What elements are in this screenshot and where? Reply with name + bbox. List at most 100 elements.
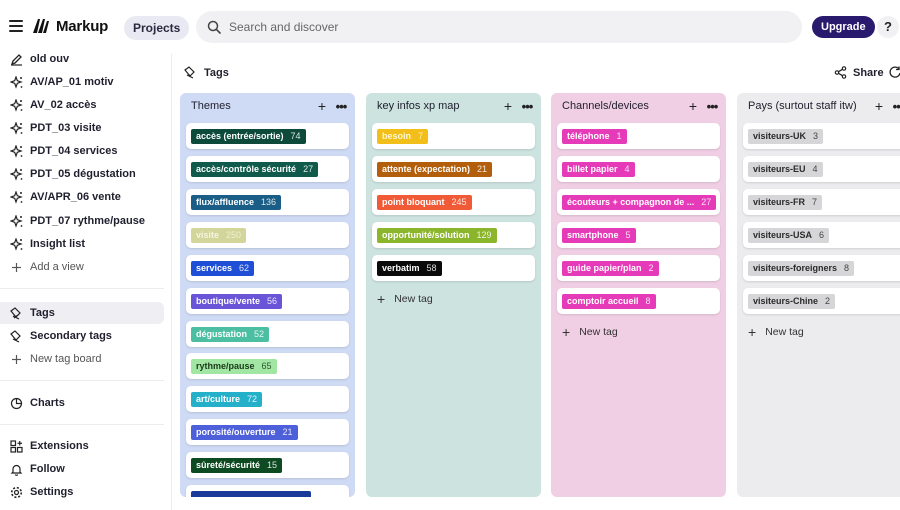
tag-chip: rythme/pause 65 (191, 358, 277, 374)
search-input[interactable] (229, 20, 769, 34)
tag-chip: visiteurs-foreigners 8 (748, 260, 855, 276)
sidebar-item-view[interactable]: PDT_05 dégustation (0, 163, 164, 185)
tag-card[interactable]: point bloquant 245 (372, 189, 535, 215)
add-tag-plus-icon[interactable]: + (317, 98, 327, 114)
tag-chip: verbatim 58 (377, 260, 442, 276)
tag-card[interactable]: visite 250 (186, 222, 349, 248)
help-button[interactable]: ? (877, 16, 899, 38)
tag-card[interactable]: téléphone 1 (557, 123, 720, 149)
tag-chip: boutique/vente 56 (191, 293, 283, 309)
tag-card[interactable]: visiteurs-USA 6 (743, 222, 900, 248)
refresh-icon[interactable] (889, 66, 900, 84)
share-button[interactable]: Share (834, 66, 884, 79)
column-title: key infos xp map (377, 100, 460, 112)
add-view-button[interactable]: Add a view (0, 256, 164, 278)
add-tag-plus-icon[interactable]: + (874, 98, 884, 114)
tag-card[interactable]: visiteurs-foreigners 8 (743, 255, 900, 281)
tag-card[interactable]: sûreté/sécurité 15 (186, 452, 349, 478)
tags-icon (184, 66, 195, 79)
plus-icon (11, 262, 21, 272)
tags-icon (9, 329, 21, 343)
tag-card[interactable]: visiteurs-FR 7 (743, 189, 900, 215)
more-options-icon[interactable]: ••• (892, 98, 900, 114)
board-header: Tags (184, 66, 229, 79)
upgrade-button[interactable]: Upgrade (812, 16, 875, 38)
column-header: key infos xp map + ••• (366, 93, 541, 119)
tag-chip: comptoir accueil 8 (562, 293, 656, 309)
sidebar-item-insight-list[interactable]: Insight list (0, 233, 164, 255)
more-options-icon[interactable]: ••• (335, 98, 348, 114)
plus-icon: + (377, 291, 386, 307)
tag-card[interactable]: porosité/ouverture 21 (186, 419, 349, 445)
tag-card[interactable]: billet papier 4 (557, 156, 720, 182)
pen-icon (10, 53, 22, 66)
tag-card[interactable]: guide papier/plan 2 (557, 255, 720, 281)
tag-card[interactable]: écouteurs + compagnon de ... 27 (557, 189, 720, 215)
sidebar-item-view[interactable]: AV/AP_01 motiv (0, 71, 164, 93)
sidebar-item-view[interactable]: AV/APR_06 vente (0, 186, 164, 208)
tag-chip: visiteurs-USA 6 (748, 227, 830, 243)
sidebar-item-view[interactable]: PDT_03 visite (0, 117, 164, 139)
add-tag-plus-icon[interactable]: + (503, 98, 513, 114)
tag-card[interactable]: art/culture 72 (186, 386, 349, 412)
sparkle-icon (9, 144, 23, 158)
tag-chip: billet papier 4 (562, 161, 635, 177)
search-bar[interactable] (196, 11, 802, 43)
search-icon (207, 20, 221, 34)
new-tag-button[interactable]: + New tag (377, 291, 433, 307)
tag-card[interactable]: visiteurs-Chine 2 (743, 288, 900, 314)
sidebar-item-secondary-tags[interactable]: Secondary tags (0, 325, 164, 347)
new-tag-button[interactable]: + New tag (562, 324, 618, 340)
sidebar-item-charts[interactable]: Charts (0, 392, 164, 414)
tag-card[interactable]: attente (expectation) 21 (372, 156, 535, 182)
tag-card[interactable]: flux/affluence 136 (186, 189, 349, 215)
more-options-icon[interactable]: ••• (706, 98, 719, 114)
markup-logo-icon (33, 19, 49, 33)
new-tag-button[interactable]: + New tag (748, 324, 804, 340)
menu-icon[interactable] (9, 20, 23, 32)
more-options-icon[interactable]: ••• (521, 98, 534, 114)
plus-icon (11, 354, 21, 364)
tag-chip: flux/affluence 136 (191, 194, 282, 210)
sidebar-item-follow[interactable]: Follow (0, 458, 164, 480)
gear-icon (10, 486, 22, 498)
sidebar-item-extensions[interactable]: Extensions (0, 435, 164, 457)
tag-chip: visite 250 (191, 227, 247, 243)
extensions-icon (9, 439, 23, 453)
column-title: Themes (191, 100, 231, 112)
tag-card[interactable]: visiteurs-EU 4 (743, 156, 900, 182)
sidebar-item-tags[interactable]: Tags (0, 302, 164, 324)
tag-card[interactable]: opportunité/solution 129 (372, 222, 535, 248)
sidebar-item-view[interactable]: AV_02 accès (0, 94, 164, 116)
tag-chip: guide papier/plan 2 (562, 260, 659, 276)
sidebar-item-settings[interactable]: Settings (0, 481, 164, 503)
column-header: Pays (surtout staff itw) + ••• (737, 93, 900, 119)
sidebar-item-old-ouv[interactable]: old ouv (0, 48, 164, 70)
tag-card[interactable]: visiteurs-UK 3 (743, 123, 900, 149)
tag-card[interactable]: smartphone 5 (557, 222, 720, 248)
tag-card-partial[interactable] (186, 485, 349, 497)
tag-card[interactable]: accès (entrée/sortie) 74 (186, 123, 349, 149)
tag-card[interactable]: boutique/vente 56 (186, 288, 349, 314)
tag-column-key-infos: key infos xp map + ••• besoin 7 attente (… (366, 93, 541, 497)
tag-card[interactable]: verbatim 58 (372, 255, 535, 281)
tag-chip: attente (expectation) 21 (377, 161, 493, 177)
add-tag-plus-icon[interactable]: + (688, 98, 698, 114)
new-tag-board-button[interactable]: New tag board (0, 348, 164, 370)
sidebar-item-view[interactable]: PDT_07 rythme/pause (0, 210, 164, 232)
tag-card[interactable]: rythme/pause 65 (186, 353, 349, 379)
tag-card[interactable]: besoin 7 (372, 123, 535, 149)
app-logo[interactable]: Markup (32, 17, 108, 35)
tag-card[interactable]: comptoir accueil 8 (557, 288, 720, 314)
sidebar: old ouv AV/AP_01 motiv AV_02 accès PDT_0… (0, 53, 172, 510)
tag-card[interactable]: accès/contrôle sécurité 27 (186, 156, 349, 182)
tag-chip: services 62 (191, 260, 255, 276)
tag-card[interactable]: services 62 (186, 255, 349, 281)
tag-card[interactable]: dégustation 52 (186, 321, 349, 347)
sidebar-item-view[interactable]: PDT_04 services (0, 140, 164, 162)
tag-chip: visiteurs-FR 7 (748, 194, 823, 210)
projects-button[interactable]: Projects (124, 16, 190, 40)
sidebar-divider (0, 424, 164, 425)
sidebar-divider (0, 380, 164, 381)
tag-chip: téléphone 1 (562, 128, 627, 144)
